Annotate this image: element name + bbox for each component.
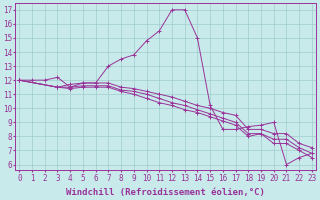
X-axis label: Windchill (Refroidissement éolien,°C): Windchill (Refroidissement éolien,°C) — [66, 188, 265, 197]
